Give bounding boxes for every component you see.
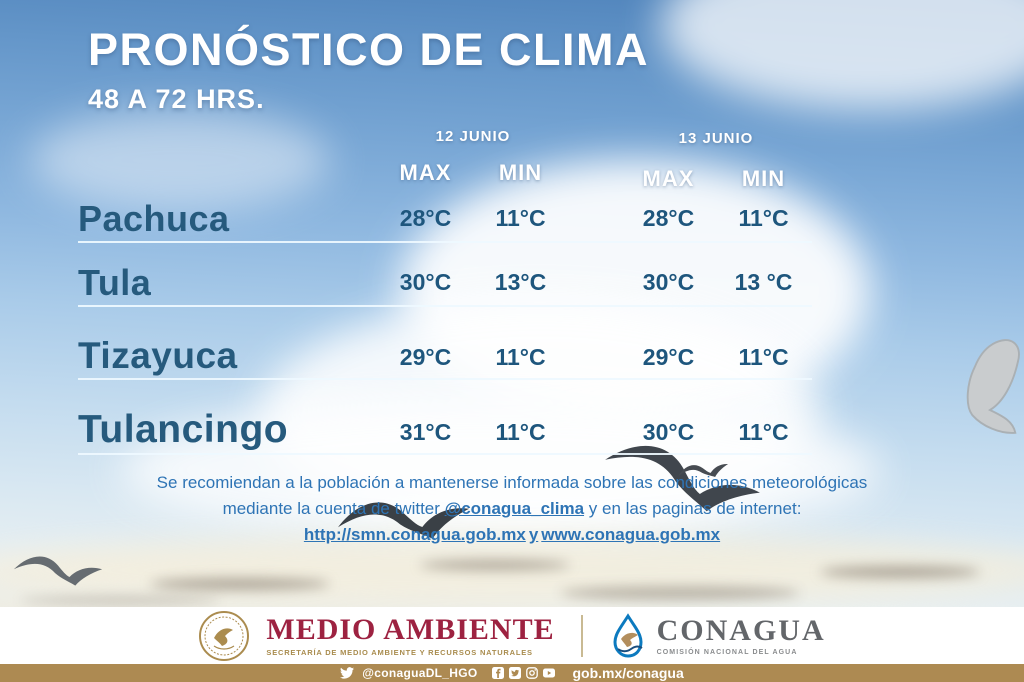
temp-max-day1: 30°C (399, 269, 452, 295)
url-separator: y (528, 525, 539, 544)
cloud-streak (420, 560, 570, 570)
temp-max-day1: 31°C (399, 419, 452, 445)
social-twitter-handle[interactable]: @conaguaDL_HGO (362, 666, 478, 680)
page-subtitle: 48 A 72 HRS. (88, 84, 265, 114)
temp-min-day1: 11°C (495, 344, 546, 370)
city-name: Tulancingo (78, 408, 289, 451)
advisory-line2-prefix: mediante la cuenta de twitter (222, 499, 445, 518)
advisory-line-3: http://smn.conagua.gob.mx y www.conagua.go… (62, 522, 962, 548)
page-title: PRONÓSTICO DE CLIMA (88, 24, 650, 75)
advisory-line-2: mediante la cuenta de twitter @conagua_c… (62, 496, 962, 522)
forecast-table: 12 JUNIO 13 JUNIO MAX MIN MAX MIN Pachuc… (78, 128, 812, 455)
water-drop-icon (613, 612, 643, 658)
column-header-row: MAX MIN MAX MIN (78, 154, 812, 191)
gobmx-site-link[interactable]: gob.mx/conagua (572, 665, 684, 681)
temp-max-day2: 28°C (642, 205, 695, 231)
youtube-icon[interactable] (542, 667, 555, 679)
col-header-max-2: MAX (642, 166, 695, 191)
title-block: PRONÓSTICO DE CLIMA 48 A 72 HRS. (88, 24, 649, 115)
twitter-icon (340, 667, 355, 679)
city-name: Pachuca (78, 198, 230, 239)
table-row: Pachuca 28°C 11°C 28°C 11°C (78, 186, 812, 243)
social-icons (491, 667, 555, 679)
temp-min-day2: 11°C (738, 419, 789, 445)
cloud-streak (20, 596, 220, 605)
conagua-title: CONAGUA (656, 613, 826, 647)
col-header-max-1: MAX (399, 160, 452, 185)
conagua-subtitle: COMISIÓN NACIONAL DEL AGUA (656, 648, 798, 656)
date-header-row: 12 JUNIO 13 JUNIO (78, 128, 812, 154)
medio-ambiente-logo: MEDIO AMBIENTE SECRETARÍA DE MEDIO AMBIE… (266, 612, 555, 657)
temp-max-day1: 28°C (399, 205, 452, 231)
cloud-streak (560, 586, 800, 600)
medio-ambiente-subtitle: SECRETARÍA DE MEDIO AMBIENTE Y RECURSOS … (266, 647, 533, 657)
bird-icon (8, 552, 108, 600)
temp-min-day2: 13 °C (734, 269, 793, 295)
mexico-eagle-seal-icon (199, 610, 250, 661)
twitter-handle-link[interactable]: @conagua_clima (444, 499, 585, 518)
temp-min-day2: 11°C (738, 205, 789, 231)
temp-min-day1: 13°C (494, 269, 547, 295)
cloud (120, 400, 880, 540)
cloud (30, 110, 330, 210)
footer-divider (580, 614, 583, 657)
seagull-icon (952, 332, 1024, 450)
smn-url-link[interactable]: http://smn.conagua.gob.mx (303, 525, 526, 544)
temp-min-day1: 11°C (495, 419, 546, 445)
temp-max-day1: 29°C (399, 344, 452, 370)
col-header-min-1: MIN (498, 160, 543, 185)
social-bar: @conaguaDL_HGO gob.mx/conagua (0, 664, 1024, 682)
advisory-line2-suffix: y en las paginas de internet: (584, 499, 802, 518)
twitter-icon[interactable] (508, 667, 521, 679)
temp-min-day2: 11°C (738, 344, 789, 370)
facebook-icon[interactable] (491, 667, 504, 679)
temp-max-day2: 30°C (642, 419, 695, 445)
advisory-line-1: Se recomiendan a la población a mantener… (156, 473, 868, 492)
date-header-13-junio: 13 JUNIO (678, 130, 754, 147)
bird-icon (583, 427, 777, 549)
table-row: Tizayuca 29°C 11°C 29°C 11°C (78, 307, 812, 380)
bird-icon (326, 482, 485, 574)
conagua-url-link[interactable]: www.conagua.gob.mx (541, 525, 721, 544)
cloud-streak (820, 566, 980, 578)
instagram-icon[interactable] (525, 667, 538, 679)
bird-icon (673, 454, 734, 495)
conagua-logo: CONAGUA COMISIÓN NACIONAL DEL AGUA (609, 612, 826, 659)
advisory-text: Se recomiendan a la población a mantener… (62, 470, 962, 548)
city-name: Tula (78, 262, 152, 303)
temp-max-day2: 30°C (642, 269, 695, 295)
table-row: Tula 30°C 13°C 30°C 13 °C (78, 243, 812, 307)
footer-logo-band: MEDIO AMBIENTE SECRETARÍA DE MEDIO AMBIE… (0, 607, 1024, 664)
medio-ambiente-title: MEDIO AMBIENTE (266, 612, 555, 646)
col-header-min-2: MIN (741, 166, 786, 191)
city-name: Tizayuca (78, 335, 238, 376)
temp-min-day1: 11°C (495, 205, 546, 231)
table-row: Tulancingo 31°C 11°C 30°C 11°C (78, 380, 812, 455)
cloud-streak (150, 578, 330, 590)
date-header-12-junio: 12 JUNIO (435, 128, 511, 145)
temp-max-day2: 29°C (642, 344, 695, 370)
